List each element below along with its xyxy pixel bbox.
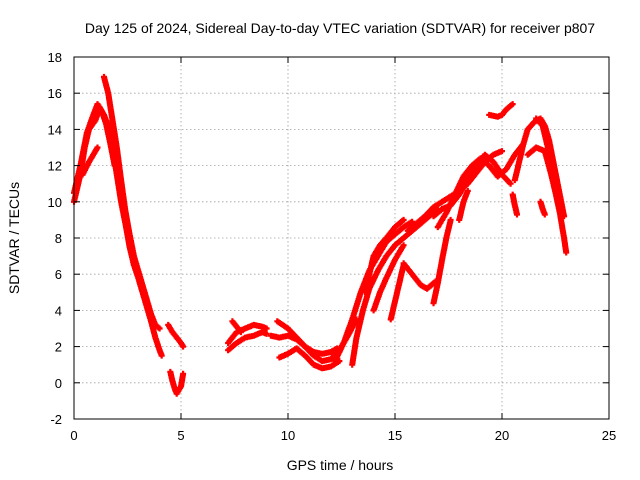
data-point-28-9 bbox=[541, 211, 548, 218]
series-arc-aa bbox=[524, 144, 570, 256]
data-point-27-26 bbox=[548, 155, 555, 162]
series-arc-r bbox=[400, 260, 439, 292]
x-tick-label-1: 5 bbox=[177, 428, 184, 443]
chart-title: Day 125 of 2024, Sidereal Day-to-day VTE… bbox=[85, 20, 595, 36]
y-tick-label-0: -2 bbox=[50, 412, 62, 427]
data-points bbox=[71, 73, 570, 397]
series-arc-o bbox=[362, 216, 407, 296]
x-tick-label-3: 15 bbox=[388, 428, 402, 443]
data-point-22-18 bbox=[464, 187, 471, 194]
data-point-3-153 bbox=[156, 325, 163, 332]
series-arc-z bbox=[509, 191, 520, 218]
y-tick-label-9: 16 bbox=[48, 86, 62, 101]
y-tick-label-10: 18 bbox=[48, 50, 62, 65]
data-point-5-28 bbox=[180, 370, 187, 377]
data-point-8-8 bbox=[237, 329, 244, 336]
data-point-19-72 bbox=[507, 180, 514, 187]
data-point-6-28 bbox=[263, 325, 270, 332]
y-axis-label: SDTVAR / TECUs bbox=[6, 182, 22, 294]
series-arc-d bbox=[101, 73, 163, 332]
series-arc-n bbox=[349, 206, 441, 368]
series-arc-x bbox=[486, 101, 516, 120]
series-arc-c bbox=[79, 144, 101, 178]
data-point-18-75 bbox=[499, 148, 505, 155]
series-arc-v bbox=[434, 140, 527, 231]
grid bbox=[74, 57, 609, 419]
y-tick-label-4: 6 bbox=[55, 267, 62, 282]
x-tick-label-5: 25 bbox=[602, 428, 616, 443]
series-arc-w bbox=[456, 187, 471, 223]
data-point-7-27 bbox=[263, 330, 270, 337]
y-tick-label-3: 4 bbox=[55, 303, 62, 318]
data-point-14-51 bbox=[400, 216, 407, 223]
data-point-4-16 bbox=[180, 343, 187, 350]
x-axis-label: GPS time / hours bbox=[287, 457, 394, 473]
y-tick-label-8: 14 bbox=[48, 122, 62, 137]
y-tick-label-6: 10 bbox=[48, 195, 62, 210]
x-tick-label-0: 0 bbox=[70, 428, 77, 443]
data-point-20-50 bbox=[447, 216, 454, 223]
y-tick-label-2: 2 bbox=[55, 340, 62, 355]
series-arc-e bbox=[165, 321, 187, 350]
series-arc-u bbox=[430, 216, 454, 307]
data-point-25-13 bbox=[514, 211, 520, 218]
data-point-2-19 bbox=[94, 144, 101, 151]
data-point-15-42 bbox=[400, 242, 407, 249]
x-tick-labels: 0 5 10 15 20 25 bbox=[70, 428, 616, 443]
data-point-0-210 bbox=[158, 352, 165, 359]
y-tick-label-7: 12 bbox=[48, 159, 62, 174]
x-tick-label-2: 10 bbox=[281, 428, 295, 443]
data-point-26-74 bbox=[563, 249, 570, 256]
series-arc-f bbox=[167, 368, 187, 397]
axis-ticks bbox=[73, 56, 610, 420]
series-arc-t bbox=[430, 151, 514, 220]
series-arc-ac bbox=[537, 198, 548, 218]
y-tick-label-1: 0 bbox=[55, 376, 62, 391]
data-point-23-17 bbox=[509, 101, 516, 108]
y-tick-labels: -2 0 2 4 6 8 10 12 14 16 18 bbox=[48, 50, 62, 427]
x-tick-label-4: 20 bbox=[495, 428, 509, 443]
series-arc-ab bbox=[533, 115, 555, 162]
series-arc-p bbox=[370, 242, 407, 314]
y-tick-label-5: 8 bbox=[55, 231, 62, 246]
series-arc-h bbox=[225, 329, 270, 354]
series-arc-i bbox=[229, 318, 244, 336]
